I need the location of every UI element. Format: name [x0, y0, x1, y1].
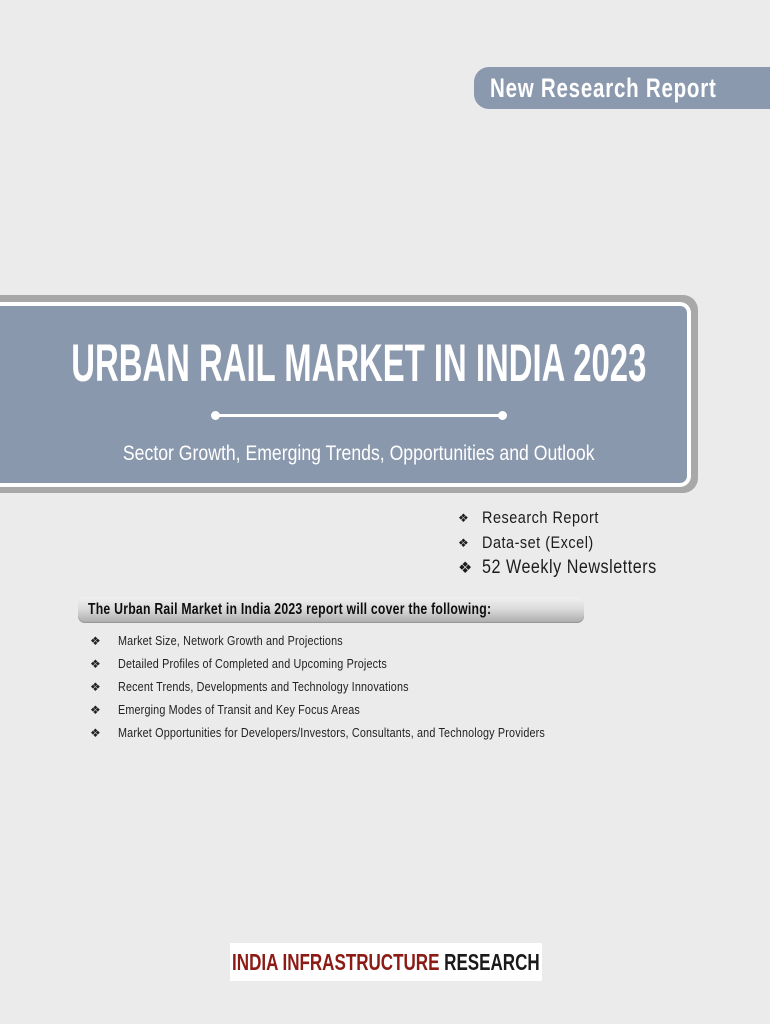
- deliverable-label: 52 Weekly Newsletters: [482, 556, 657, 578]
- coverage-item-label: Emerging Modes of Transit and Key Focus …: [118, 702, 360, 717]
- deliverables-list: ❖ Research Report ❖ Data-set (Excel) ❖ 5…: [458, 505, 688, 580]
- hero-banner: URBAN RAIL MARKET IN INDIA 2023 Sector G…: [0, 302, 691, 487]
- coverage-item: ❖ Detailed Profiles of Completed and Upc…: [90, 652, 632, 675]
- diamond-bullet-icon: ❖: [90, 702, 101, 717]
- new-research-report-ribbon: New Research Report: [474, 67, 770, 109]
- coverage-item: ❖ Recent Trends, Developments and Techno…: [90, 675, 632, 698]
- publisher-logo: INDIA INFRASTRUCTURE RESEARCH: [230, 943, 542, 981]
- report-title: URBAN RAIL MARKET IN INDIA 2023: [70, 334, 647, 393]
- coverage-item-label: Recent Trends, Developments and Technolo…: [118, 679, 409, 694]
- coverage-item: ❖ Emerging Modes of Transit and Key Focu…: [90, 698, 632, 721]
- deliverable-item: ❖ Data-set (Excel): [458, 530, 688, 555]
- ribbon-label: New Research Report: [490, 72, 717, 103]
- deliverable-label: Data-set (Excel): [482, 532, 594, 552]
- diamond-bullet-icon: ❖: [90, 679, 101, 694]
- diamond-bullet-icon: ❖: [458, 535, 469, 550]
- deliverable-item: ❖ Research Report: [458, 505, 688, 530]
- diamond-bullet-icon: ❖: [458, 510, 469, 525]
- coverage-item-label: Detailed Profiles of Completed and Upcom…: [118, 656, 387, 671]
- publisher-name-part2: RESEARCH: [439, 948, 540, 975]
- diamond-bullet-icon: ❖: [90, 656, 101, 671]
- deliverable-label: Research Report: [482, 507, 599, 527]
- publisher-wordmark: INDIA INFRASTRUCTURE RESEARCH: [232, 949, 540, 976]
- hero-banner-frame: URBAN RAIL MARKET IN INDIA 2023 Sector G…: [0, 295, 698, 493]
- coverage-item: ❖ Market Opportunities for Developers/In…: [90, 721, 632, 744]
- publisher-name-part1: INDIA INFRASTRUCTURE: [232, 948, 440, 975]
- coverage-item-label: Market Opportunities for Developers/Inve…: [118, 725, 545, 740]
- divider-dot-right: [497, 411, 507, 420]
- diamond-bullet-icon: ❖: [90, 725, 101, 740]
- coverage-heading: The Urban Rail Market in India 2023 repo…: [88, 601, 492, 618]
- deliverable-item: ❖ 52 Weekly Newsletters: [458, 555, 688, 580]
- diamond-bullet-icon: ❖: [458, 559, 473, 577]
- coverage-item: ❖ Market Size, Network Growth and Projec…: [90, 629, 632, 652]
- diamond-bullet-icon: ❖: [90, 633, 101, 648]
- divider-line: [214, 414, 503, 417]
- coverage-item-label: Market Size, Network Growth and Projecti…: [118, 633, 343, 648]
- report-subtitle: Sector Growth, Emerging Trends, Opportun…: [122, 442, 595, 465]
- title-divider: [210, 411, 507, 420]
- coverage-heading-bar: The Urban Rail Market in India 2023 repo…: [78, 597, 584, 623]
- coverage-list: ❖ Market Size, Network Growth and Projec…: [90, 629, 632, 744]
